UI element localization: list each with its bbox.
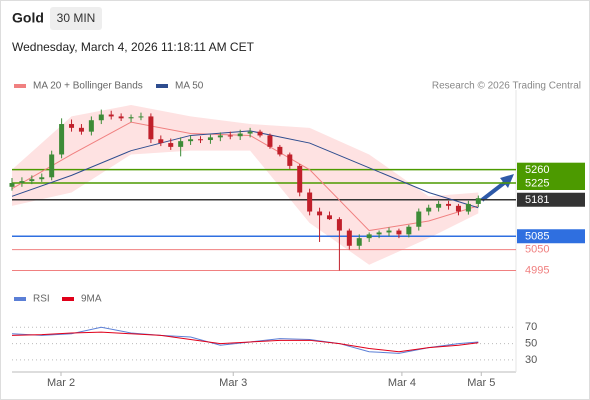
level-box [517, 192, 585, 207]
candle-body [69, 124, 75, 128]
candle-body [118, 116, 124, 119]
subtitle: Wednesday, March 4, 2026 11:18:11 AM CET [12, 40, 255, 54]
x-tick-label: Mar 2 [47, 377, 75, 389]
level-label: 5085 [525, 231, 549, 243]
candle-body [475, 198, 481, 204]
candle-body [148, 116, 154, 140]
bollinger-band [12, 105, 479, 265]
legend-swatch [156, 84, 168, 88]
candle-body [455, 205, 461, 212]
level-box [517, 176, 585, 190]
candle-body [198, 139, 204, 141]
candle-body [188, 139, 194, 142]
candle-body [247, 131, 253, 134]
candle-body [158, 139, 164, 144]
level-label: 4995 [525, 264, 549, 276]
candle-body [49, 154, 55, 178]
legend-swatch [14, 297, 26, 301]
candle-body [257, 131, 263, 136]
candle-body [436, 203, 442, 208]
legend-label: RSI [33, 294, 50, 305]
candle-body [237, 133, 243, 137]
legend-swatch [14, 84, 26, 88]
candle-body [227, 135, 233, 137]
candle-body [217, 135, 223, 138]
candle-body [287, 154, 293, 166]
candle-body [465, 203, 471, 212]
candle-body [39, 177, 45, 180]
credit: Research © 2026 Trading Central [432, 81, 581, 92]
candle-body [326, 215, 332, 220]
level-label: 5181 [525, 194, 549, 206]
candle-body [317, 211, 323, 216]
level-label: 5260 [525, 164, 549, 176]
candle-body [307, 192, 313, 212]
candle-body [178, 141, 184, 147]
candle-body [78, 127, 84, 132]
x-tick-label: Mar 4 [388, 377, 416, 389]
rsi-tick-label: 30 [525, 354, 537, 366]
candle-body [59, 124, 65, 155]
candle-body [138, 116, 144, 118]
candle-body [346, 230, 352, 246]
candle-body [396, 230, 402, 235]
x-tick-label: Mar 3 [219, 377, 247, 389]
level-label: 5050 [525, 243, 549, 255]
rsi-tick-label: 50 [525, 337, 537, 349]
rsi-line [11, 331, 479, 353]
candle-body [29, 179, 35, 182]
candle-body [386, 230, 392, 233]
candle-body [108, 114, 114, 117]
candle-body [168, 143, 174, 147]
candle-body [446, 203, 452, 206]
candle-body [19, 181, 25, 183]
candle-body [336, 219, 342, 231]
legend-label: MA 20 + Bollinger Bands [33, 81, 143, 92]
candle-body [277, 146, 283, 155]
arrow-head [500, 174, 514, 188]
legend-label: 9MA [81, 294, 102, 305]
candle-body [406, 226, 412, 235]
chart-title: Gold [12, 10, 44, 26]
candle-body [267, 135, 273, 147]
candle-body [416, 211, 422, 227]
candle-body [356, 238, 362, 246]
candle-body [88, 120, 94, 132]
legend-label: MA 50 [175, 81, 204, 92]
candle-body [376, 232, 382, 235]
candle-body [128, 117, 134, 119]
timeframe[interactable]: 30 MIN [57, 11, 96, 25]
timeframe-box[interactable] [50, 7, 102, 30]
candle-body [9, 183, 15, 187]
x-tick-label: Mar 5 [467, 377, 495, 389]
level-box [517, 162, 585, 177]
level-label: 5225 [525, 177, 549, 189]
candle-body [98, 114, 104, 121]
rsi-tick-label: 70 [525, 321, 537, 333]
candle-body [207, 137, 213, 141]
level-box [517, 229, 585, 244]
candle-body [366, 234, 372, 239]
candle-body [426, 207, 432, 212]
candle-body [297, 165, 303, 193]
legend-swatch [62, 297, 74, 301]
